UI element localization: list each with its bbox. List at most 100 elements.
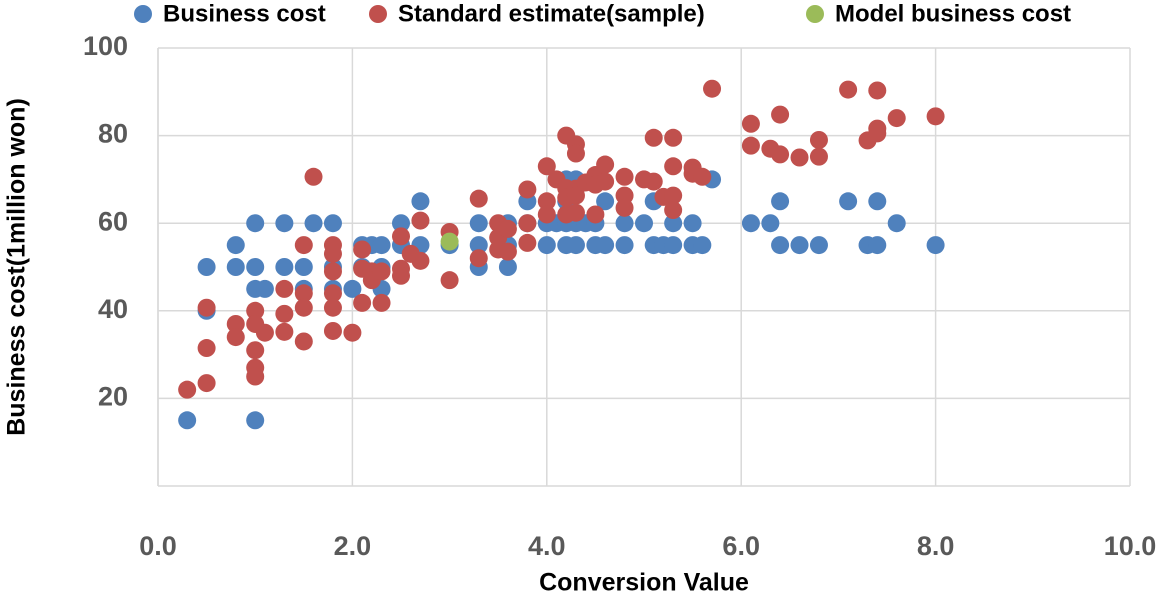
point bbox=[411, 251, 430, 270]
point bbox=[226, 236, 245, 255]
point bbox=[926, 107, 945, 126]
point bbox=[255, 323, 274, 342]
point bbox=[741, 136, 760, 155]
point bbox=[537, 236, 556, 255]
point bbox=[498, 219, 517, 238]
point bbox=[226, 314, 245, 333]
point bbox=[440, 232, 459, 251]
point bbox=[246, 258, 265, 276]
point bbox=[664, 201, 683, 220]
point bbox=[246, 341, 265, 360]
point bbox=[761, 214, 780, 233]
point bbox=[596, 155, 615, 174]
point bbox=[372, 293, 391, 312]
point bbox=[887, 109, 906, 128]
point bbox=[741, 214, 760, 233]
x-tick-label: 10.0 bbox=[1104, 531, 1157, 561]
legend-marker bbox=[806, 5, 824, 23]
point bbox=[566, 186, 585, 205]
point bbox=[615, 214, 634, 233]
point bbox=[537, 205, 556, 224]
point bbox=[771, 145, 790, 164]
point bbox=[664, 128, 683, 147]
point bbox=[809, 147, 828, 166]
point bbox=[353, 293, 372, 312]
point bbox=[323, 214, 342, 233]
point bbox=[566, 236, 585, 255]
x-tick-label: 4.0 bbox=[528, 531, 566, 561]
point bbox=[566, 144, 585, 163]
point bbox=[644, 128, 663, 147]
point bbox=[518, 233, 537, 252]
point bbox=[294, 258, 313, 276]
x-axis-title: Conversion Value bbox=[539, 569, 749, 597]
legend-label: Model business cost bbox=[835, 0, 1071, 27]
y-tick-label: 60 bbox=[98, 206, 128, 236]
point bbox=[868, 192, 887, 211]
point bbox=[664, 186, 683, 205]
point bbox=[372, 262, 391, 281]
point bbox=[275, 304, 294, 323]
point bbox=[498, 258, 517, 276]
point bbox=[469, 214, 488, 233]
x-tick-label: 6.0 bbox=[722, 531, 760, 561]
point bbox=[615, 167, 634, 186]
legend-label: Business cost bbox=[163, 0, 326, 27]
point bbox=[664, 236, 683, 255]
legend-marker bbox=[134, 5, 152, 23]
point bbox=[343, 279, 362, 298]
point bbox=[635, 214, 653, 233]
point bbox=[615, 198, 634, 217]
point bbox=[644, 172, 663, 191]
point bbox=[323, 262, 342, 281]
point bbox=[275, 214, 294, 233]
point bbox=[703, 79, 722, 98]
point bbox=[537, 157, 556, 176]
point bbox=[868, 236, 887, 255]
point bbox=[868, 124, 887, 143]
y-tick-label: 20 bbox=[98, 382, 128, 412]
point bbox=[294, 284, 313, 303]
point bbox=[294, 236, 313, 255]
legend-marker bbox=[369, 5, 387, 23]
point bbox=[469, 189, 488, 208]
point bbox=[566, 203, 585, 222]
point bbox=[741, 114, 760, 133]
y-tick-label: 40 bbox=[98, 294, 128, 324]
point bbox=[197, 298, 216, 317]
point bbox=[255, 279, 274, 298]
point bbox=[683, 214, 702, 233]
point bbox=[353, 240, 372, 259]
point bbox=[275, 279, 294, 298]
point bbox=[469, 249, 488, 268]
point bbox=[498, 242, 517, 261]
x-tick-label: 0.0 bbox=[139, 531, 177, 561]
point bbox=[323, 244, 342, 263]
point bbox=[839, 80, 858, 99]
point bbox=[275, 258, 294, 276]
point bbox=[197, 258, 216, 276]
point bbox=[664, 214, 683, 233]
point bbox=[246, 411, 265, 430]
point bbox=[790, 236, 809, 255]
y-tick-label: 100 bbox=[83, 31, 128, 61]
point bbox=[178, 380, 197, 399]
x-tick-label: 2.0 bbox=[334, 531, 372, 561]
point bbox=[294, 332, 313, 351]
point bbox=[926, 236, 945, 255]
point bbox=[197, 374, 216, 393]
y-axis-title: Business cost(1million won) bbox=[3, 98, 31, 436]
point bbox=[411, 192, 430, 211]
point bbox=[809, 236, 828, 255]
x-tick-label: 8.0 bbox=[917, 531, 955, 561]
point bbox=[596, 236, 615, 255]
point bbox=[197, 339, 216, 358]
point bbox=[596, 192, 615, 211]
point bbox=[615, 236, 634, 255]
point bbox=[693, 167, 712, 186]
point bbox=[518, 214, 537, 233]
point bbox=[246, 214, 265, 233]
point bbox=[304, 167, 323, 186]
point bbox=[323, 284, 342, 303]
point bbox=[664, 157, 683, 176]
